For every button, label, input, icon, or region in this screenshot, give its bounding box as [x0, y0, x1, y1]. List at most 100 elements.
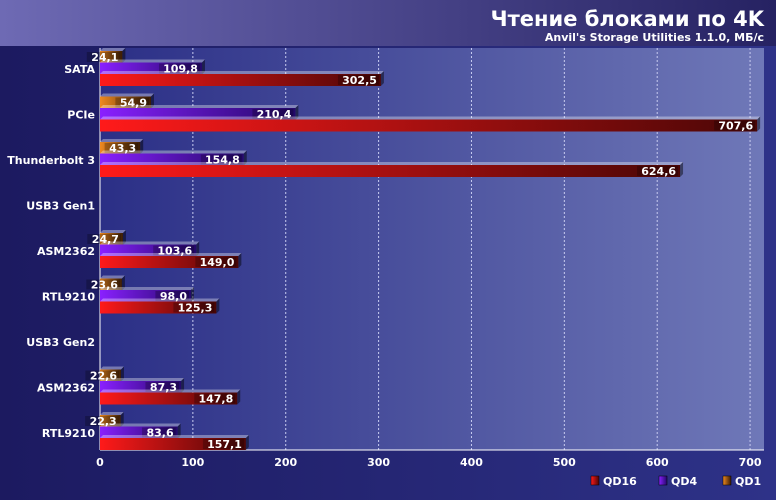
value-label-bg [87, 234, 121, 244]
bar-top-face [100, 298, 220, 302]
value-label-bg [714, 120, 756, 131]
bar-top-face [100, 93, 154, 97]
bar-side-face [140, 139, 144, 154]
bar-front-face [100, 381, 182, 393]
x-tick-labels: 0 100 200 300 400 500 600 700 [96, 456, 762, 469]
bar-top-face [100, 105, 299, 108]
bar-front-face [100, 244, 197, 257]
bar-qd16: 149,0 [100, 253, 242, 269]
bar-side-face [380, 71, 384, 86]
value-label: 154,8 [205, 154, 240, 167]
bar-qd1: 24,7 [87, 230, 126, 246]
value-label: 707,6 [718, 120, 753, 133]
bar-front-face [100, 369, 121, 382]
value-label-bg [194, 393, 236, 404]
bar-qd4: 210,4 [100, 105, 299, 121]
value-label-bg [153, 245, 195, 256]
bar-front-face [100, 62, 202, 75]
value-label: 22,6 [90, 370, 117, 383]
value-label: 23,6 [91, 279, 118, 292]
bar-front-face [100, 51, 123, 63]
bar-qd4: 154,8 [100, 150, 247, 167]
bar-side-face [177, 423, 181, 439]
value-label-bg [173, 302, 215, 313]
bar-qd4: 109,8 [100, 59, 205, 76]
bar-front-face [100, 392, 238, 405]
category-label: RTL9210 [42, 291, 95, 304]
bar-side-face [238, 253, 242, 268]
bar-top-face [100, 275, 125, 279]
value-label-bg [158, 63, 200, 74]
bar-top-face [100, 59, 205, 63]
x-tick-label: 0 [96, 456, 104, 469]
legend-label: QD4 [671, 475, 697, 488]
value-label-bg [195, 257, 237, 267]
value-label: 83,6 [146, 427, 173, 440]
legend-item-qd1: QD1 [722, 475, 761, 488]
bar-top-face [100, 366, 124, 370]
bar-top-face [100, 412, 124, 415]
chart-title: Чтение блоками по 4K [491, 7, 765, 31]
value-label-bg [202, 439, 244, 449]
bar-qd16: 157,1 [100, 435, 249, 451]
category-label: USB3 Gen2 [26, 336, 95, 349]
title-band [0, 0, 776, 46]
x-tick-label: 700 [739, 456, 762, 469]
bar-qd16: 147,8 [100, 389, 241, 406]
bar-side-face [201, 59, 205, 75]
bar-top-face [100, 139, 144, 142]
value-label-bg [86, 279, 120, 290]
bar-qd4: 103,6 [100, 241, 200, 258]
value-label: 87,3 [150, 381, 177, 394]
bar-qd1: 22,6 [85, 366, 124, 383]
bar-qd1: 22,3 [85, 412, 124, 428]
value-label-bg [115, 97, 149, 108]
value-label-bg [104, 143, 139, 153]
value-label: 43,3 [109, 142, 136, 155]
bar-qd4: 98,0 [100, 287, 195, 303]
legend-item-qd16: QD16 [590, 475, 637, 488]
bar-top-face [100, 423, 181, 427]
value-label-bg [200, 154, 242, 165]
value-label: 302,5 [342, 74, 377, 87]
bar-qd16: 302,5 [100, 71, 384, 87]
legend-label: QD16 [603, 475, 637, 488]
legend-swatch [722, 475, 732, 486]
value-label: 210,4 [257, 108, 292, 121]
value-label: 103,6 [157, 245, 192, 258]
bar-top-face [100, 150, 247, 154]
value-label-bg [142, 427, 176, 438]
legend-swatch [590, 475, 600, 486]
bar-qd4: 83,6 [100, 423, 181, 440]
value-label-bg [337, 75, 379, 85]
x-tick-label: 300 [367, 456, 390, 469]
value-label-bg [155, 291, 190, 301]
category-label: PCIe [67, 109, 95, 122]
bar-front-face [100, 290, 192, 302]
x-tick-label: 500 [553, 456, 576, 469]
bar-side-face [121, 275, 125, 291]
bar-qd1: 24,1 [86, 48, 126, 64]
category-label: ASM2362 [37, 382, 95, 395]
bar-side-face [295, 105, 299, 120]
bar-qd1: 54,9 [100, 93, 154, 110]
bar-front-face [100, 415, 121, 427]
value-label: 24,7 [92, 233, 119, 246]
x-tick-label: 200 [274, 456, 297, 469]
value-label: 149,0 [200, 256, 235, 269]
value-label: 22,3 [90, 415, 117, 428]
bar-qd16: 707,6 [100, 116, 761, 133]
value-label: 109,8 [163, 63, 198, 76]
bar-front-face [100, 233, 123, 245]
bar-side-face [181, 378, 185, 393]
bar-top-face [100, 230, 126, 233]
bar-top-face [100, 162, 684, 165]
legend-label: QD1 [735, 475, 761, 488]
bar-side-face [122, 48, 126, 63]
legend-swatch [658, 475, 668, 486]
category-labels: SATA PCIe Thunderbolt 3 USB3 Gen1 ASM2362 RTL… [7, 63, 95, 440]
value-label-bg [252, 109, 294, 119]
category-label: SATA [64, 63, 95, 76]
bar-top-face [100, 389, 241, 393]
bar-top-face [100, 71, 384, 74]
